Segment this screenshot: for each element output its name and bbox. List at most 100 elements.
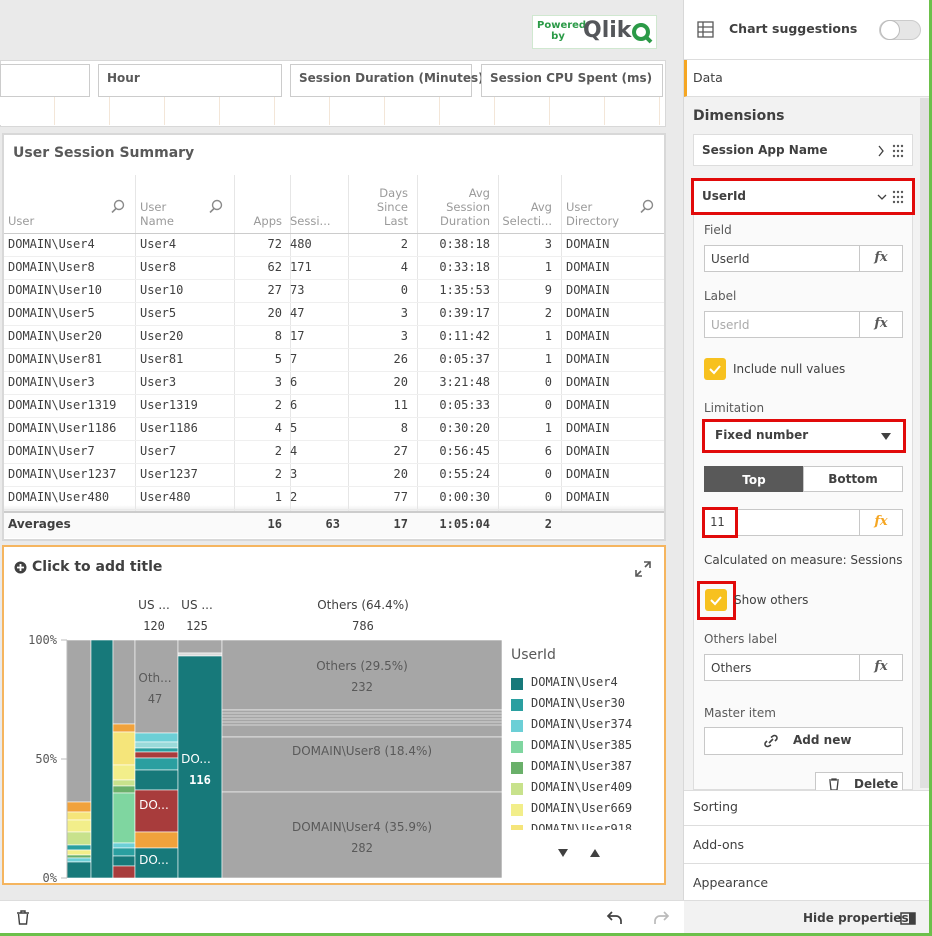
- delete-icon: [829, 778, 839, 790]
- frame-bottom: [0, 933, 932, 936]
- row-divider: [4, 302, 664, 303]
- mekko-segment: [66, 861, 92, 879]
- legend-scroll[interactable]: [555, 846, 605, 860]
- trash-icon[interactable]: [16, 910, 30, 925]
- mekko-segment: [221, 736, 503, 793]
- table-cell: User1319: [140, 398, 198, 412]
- limitation-dropdown[interactable]: [702, 419, 906, 453]
- column-header: Apps: [253, 214, 282, 228]
- table-box: [2, 133, 666, 541]
- legend-swatch: [511, 699, 523, 711]
- table-cell: 3: [290, 467, 298, 481]
- top-button[interactable]: Top: [704, 466, 804, 492]
- table-cell: DOMAIN\User3: [8, 375, 95, 389]
- toggle[interactable]: [879, 20, 921, 40]
- field-fx[interactable]: fx: [859, 245, 903, 272]
- table-cell: DOMAIN\User4: [8, 237, 95, 251]
- mekko-segment: [112, 764, 136, 781]
- undo-icon[interactable]: [606, 910, 624, 926]
- table-cell: User10: [140, 283, 184, 297]
- dim1-box[interactable]: [693, 134, 913, 166]
- table-cell: 0: [544, 467, 552, 481]
- legend-swatch: [511, 678, 523, 690]
- add-new-label: Add new: [793, 733, 852, 747]
- hide-properties-area[interactable]: [684, 901, 929, 933]
- search-icon[interactable]: [209, 199, 223, 213]
- legend-label: DOMAIN\User385: [531, 738, 633, 752]
- filter-box[interactable]: [98, 64, 282, 97]
- table-cell: 0: [544, 490, 552, 504]
- dropdown-arrow: [881, 433, 891, 440]
- show-others-checkbox[interactable]: [705, 589, 727, 611]
- table-cell: 77: [393, 490, 408, 504]
- column-header: User: [8, 214, 35, 228]
- addons-row[interactable]: [684, 826, 929, 864]
- legend: DOMAIN\User4 DOMAIN\User30 DOMAIN\User374 D…: [511, 675, 651, 830]
- mekko-segment: [112, 792, 136, 844]
- table-cell: User4: [140, 237, 177, 251]
- header-divider: [4, 233, 664, 234]
- mekko-segment: [112, 639, 136, 725]
- link-icon: [764, 734, 778, 748]
- data-tab[interactable]: [684, 60, 929, 97]
- column-divider: [234, 175, 235, 537]
- column-label: US ...: [138, 598, 170, 612]
- mekko-segment: [134, 831, 179, 849]
- search-icon[interactable]: [111, 199, 125, 213]
- add-title-icon: [14, 561, 27, 574]
- column-label: Others (64.4%): [317, 598, 409, 612]
- mekko-segment: [134, 847, 179, 879]
- column-total: 125: [186, 619, 208, 633]
- others-fx[interactable]: fx: [859, 654, 903, 681]
- appearance: Appearance: [693, 875, 769, 890]
- mekko-segment: [66, 844, 92, 851]
- averages-row: [4, 511, 664, 538]
- mekko-segment: [134, 732, 179, 743]
- include-null-checkbox[interactable]: [704, 358, 726, 380]
- hide-properties: Hide properties: [803, 911, 909, 925]
- mekko-segment: [221, 639, 503, 711]
- table-cell: 72: [267, 237, 282, 251]
- mekko-segment: [177, 655, 223, 879]
- add-new-button[interactable]: [704, 727, 903, 755]
- legend-swatch: [511, 825, 523, 830]
- table-cell: User81: [140, 352, 184, 366]
- table-cell: DOMAIN: [566, 444, 610, 458]
- table-cell: 5: [274, 352, 282, 366]
- appearance-row[interactable]: [684, 864, 929, 900]
- redo-icon[interactable]: [652, 910, 670, 926]
- y-tick-label: 50%: [35, 752, 57, 766]
- label-fx[interactable]: fx: [859, 311, 903, 338]
- filter-box[interactable]: [481, 64, 663, 97]
- chart-suggestions: Chart suggestions: [729, 21, 858, 36]
- dim2-box[interactable]: [691, 178, 915, 215]
- bottom-button[interactable]: Bottom: [803, 466, 903, 492]
- delete-button[interactable]: Delete: [815, 772, 903, 790]
- dim1-icons: [878, 144, 904, 158]
- table-cell: 171: [290, 260, 312, 274]
- mekko-segment: [112, 779, 136, 787]
- others-input[interactable]: Others: [704, 654, 860, 681]
- field-input[interactable]: UserId: [704, 245, 860, 272]
- legend-label: DOMAIN\User918: [531, 822, 633, 830]
- table-cell: 20: [267, 306, 282, 320]
- averages-cell: 16: [267, 517, 282, 531]
- limit-fx[interactable]: fx: [859, 509, 903, 536]
- table-cell: 62: [267, 260, 282, 274]
- column-divider: [498, 175, 499, 537]
- legend-label: DOMAIN\User387: [531, 759, 633, 773]
- mekko-segment: [66, 639, 92, 803]
- filter-box[interactable]: [290, 64, 472, 97]
- table-cell: 0:38:18: [439, 237, 490, 251]
- legend-label: DOMAIN\User4: [531, 675, 618, 689]
- label-input[interactable]: UserId: [704, 311, 860, 338]
- search-icon[interactable]: [640, 199, 654, 213]
- sorting-row[interactable]: [684, 790, 929, 826]
- table-cell: 1: [274, 490, 282, 504]
- column-divider: [135, 175, 136, 537]
- row-divider: [4, 256, 664, 257]
- table-cell: DOMAIN\User1319: [8, 398, 117, 412]
- label-label: Label: [704, 289, 737, 303]
- mekko-segment: [66, 849, 92, 856]
- expand-icon[interactable]: [634, 560, 652, 578]
